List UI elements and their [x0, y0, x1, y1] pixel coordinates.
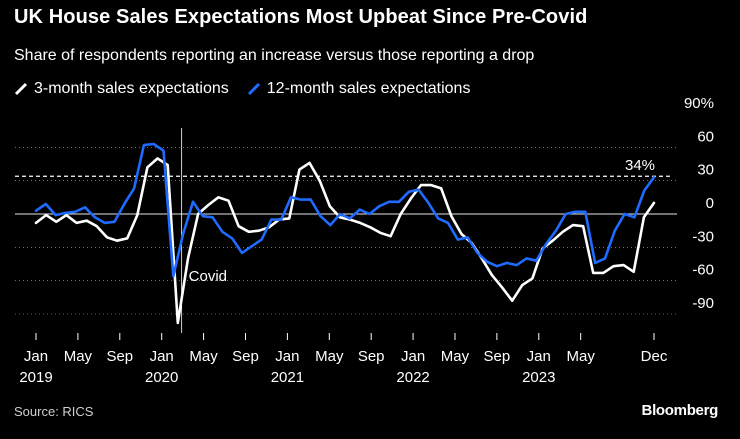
x-tick-label-year: 2019	[19, 369, 52, 386]
x-tick-label-month: Dec	[641, 348, 668, 365]
series-line-3-month	[34, 157, 656, 325]
x-tick-label-month: May	[315, 348, 344, 365]
gridlines	[15, 147, 677, 315]
x-tick-label-month: Sep	[232, 348, 259, 365]
x-tick-label-month: May	[189, 348, 218, 365]
y-tick-label: 30	[697, 162, 714, 179]
legend-label-12-month: 12-month sales expectations	[266, 80, 471, 97]
legend-item-12-month: 12-month sales expectations	[247, 80, 471, 98]
legend-label-3-month: 3-month sales expectations	[34, 80, 229, 97]
x-tick-label-year: 2020	[145, 369, 178, 386]
legend-item-3-month: 3-month sales expectations	[14, 80, 229, 98]
chart-title: UK House Sales Expectations Most Upbeat …	[14, 6, 588, 28]
series-line-12-month	[34, 142, 656, 278]
legend-swatch-12-month-icon	[247, 82, 260, 96]
x-tick-label-month: Jan	[401, 348, 425, 365]
y-tick-label: -60	[692, 262, 714, 279]
x-tick-label-month: May	[567, 348, 596, 365]
x-tick-label-year: 2021	[271, 369, 304, 386]
source-note: Source: RICS	[14, 404, 94, 419]
annotations: 34% Covid	[189, 157, 655, 285]
x-tick-label-month: Jan	[24, 348, 48, 365]
y-tick-label: 60	[697, 128, 714, 145]
x-tick-label-month: May	[441, 348, 470, 365]
x-tick-label-year: 2022	[396, 369, 429, 386]
y-axis-tick-labels: -90 -60 -30 0 30 60 90%	[684, 95, 714, 312]
chart-subtitle: Share of respondents reporting an increa…	[14, 47, 535, 64]
x-tick-label-month: May	[64, 348, 93, 365]
x-tick-label-month: Sep	[358, 348, 385, 365]
y-tick-label: -90	[692, 295, 714, 312]
reference-lines	[15, 128, 672, 333]
y-tick-label: -30	[692, 228, 714, 245]
x-tick-label-month: Jan	[527, 348, 551, 365]
x-tick-label-year: 2023	[522, 369, 555, 386]
x-tick-label-month: Sep	[106, 348, 133, 365]
x-tick-label-month: Jan	[150, 348, 174, 365]
y-tick-label: 0	[706, 195, 714, 212]
series-lines	[34, 142, 656, 325]
annotation-label-covid: Covid	[189, 268, 227, 285]
annotation-label-34-percent: 34%	[625, 157, 655, 174]
x-axis-tick-labels: Jan 2019 May Sep Jan 2020 May Sep Jan 2021 May Sep J…	[19, 333, 668, 386]
chart-legend: 3-month sales expectations 12-month sale…	[14, 80, 470, 98]
x-tick-label-month: Sep	[484, 348, 511, 365]
bloomberg-logo: Bloomberg	[641, 402, 719, 419]
y-tick-label: 90%	[684, 95, 714, 112]
legend-swatch-3-month-icon	[14, 82, 28, 96]
x-tick-label-month: Jan	[275, 348, 299, 365]
